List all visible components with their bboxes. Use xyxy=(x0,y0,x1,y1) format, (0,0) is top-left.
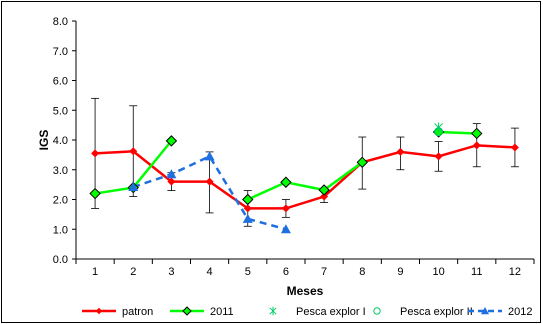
x-tick-label: 5 xyxy=(245,266,251,278)
x-tick-label: 7 xyxy=(321,266,327,278)
x-tick-label: 10 xyxy=(432,266,444,278)
x-tick-label: 8 xyxy=(359,266,365,278)
y-tick-label: 0.0 xyxy=(53,254,68,266)
point-patron xyxy=(243,204,252,213)
point-2011 xyxy=(165,135,178,147)
point-2011 xyxy=(242,193,254,206)
point-2011 xyxy=(280,176,292,188)
legend-marker-pesca-explor-i xyxy=(269,306,277,316)
x-tick-label: 3 xyxy=(168,266,174,278)
y-tick-label: 8.0 xyxy=(53,16,68,28)
point-patron xyxy=(396,147,405,156)
legend-marker-patron xyxy=(95,307,103,315)
legend-marker-2011 xyxy=(182,306,192,316)
x-tick-label: 12 xyxy=(509,266,521,278)
series-line-2012 xyxy=(132,154,287,231)
plot-area-borders xyxy=(75,21,534,260)
legend-label-pesca-explor-i: Pesca explor I xyxy=(296,306,366,318)
x-axis-label: Meses xyxy=(287,284,324,298)
legend: patron 2011 Pesca explor I Pesca explor II 2… xyxy=(82,306,532,318)
point-patron xyxy=(205,177,214,186)
legend-label-2012: 2012 xyxy=(508,306,532,318)
point-2011 xyxy=(471,127,483,140)
y-tick-label: 5.0 xyxy=(53,105,68,117)
point-2012 xyxy=(166,169,177,179)
y-tick-label: 4.0 xyxy=(53,135,68,147)
y-tick-label: 6.0 xyxy=(53,76,68,88)
x-tick-label: 1 xyxy=(92,266,98,278)
point-patron xyxy=(129,147,138,156)
legend-label-pesca-explor-ii: Pesca explor II xyxy=(400,306,473,318)
legend-label-2011: 2011 xyxy=(210,306,234,318)
legend-marker-pesca-explor-ii xyxy=(373,307,381,315)
point-2011 xyxy=(356,156,368,169)
point-patron xyxy=(320,192,329,201)
point-patron xyxy=(281,204,290,213)
x-tick-label: 4 xyxy=(207,266,213,278)
point-patron xyxy=(510,143,519,152)
point-2011 xyxy=(318,184,330,196)
point-patron xyxy=(167,177,176,186)
series-line-patron xyxy=(95,144,515,210)
point-patron xyxy=(472,141,481,150)
y-tick-label: 3.0 xyxy=(53,165,68,177)
point-2012 xyxy=(128,182,139,192)
legend-marker-2012 xyxy=(481,307,489,315)
point-pesca-explor-ii xyxy=(434,127,444,137)
x-tick-label: 6 xyxy=(283,266,289,278)
point-2012 xyxy=(242,213,253,223)
y-tick-label: 1.0 xyxy=(53,224,68,236)
point-patron xyxy=(91,149,100,158)
point-2011 xyxy=(89,187,101,200)
point-2012 xyxy=(280,224,291,234)
x-tick-label: 9 xyxy=(397,266,403,278)
y-axis-label: IGS xyxy=(37,130,51,151)
x-tick-label: 2 xyxy=(130,266,136,278)
point-2012 xyxy=(204,151,215,161)
series-line-2011 xyxy=(438,130,477,135)
point-patron xyxy=(434,152,443,161)
legend-label-patron: patron xyxy=(122,306,153,318)
y-tick-label: 7.0 xyxy=(53,46,68,58)
x-tick-label: 11 xyxy=(471,266,482,278)
series-line-2011 xyxy=(247,161,363,201)
y-tick-label: 2.0 xyxy=(53,195,68,207)
